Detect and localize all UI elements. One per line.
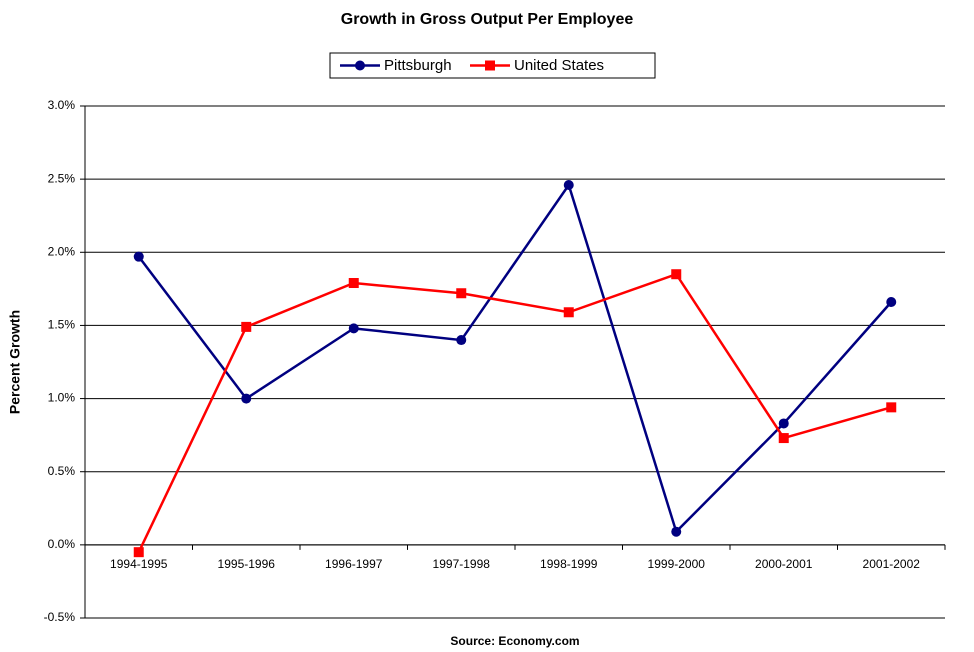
x-tick-label: 2000-2001 [755,557,813,571]
source: Source: Economy.com [450,634,579,648]
data-point [348,323,359,334]
y-tick-label: 0.0% [48,537,76,551]
data-point [778,418,789,429]
data-point [671,269,682,280]
legend-marker [485,60,495,71]
y-tick-label: 2.0% [48,244,76,258]
y-tick-label: -0.5% [44,610,76,624]
data-point [886,297,897,308]
y-tick-label: 2.5% [48,171,76,185]
y-tick-label: 0.5% [48,464,76,478]
legend-marker [355,60,365,71]
legend-label: United States [514,57,604,74]
data-point [241,393,252,404]
x-tick-label: 1995-1996 [218,557,276,571]
data-point [886,402,897,413]
series-line [137,182,893,535]
series-line [137,272,892,553]
x-tick-label: 1996-1997 [325,557,383,571]
x-tick-label: 2001-2002 [863,557,921,571]
legend-label: Pittsburgh [384,57,452,74]
data-point [456,288,467,299]
chart-title: Growth in Gross Output Per Employee [341,11,634,28]
data-point [133,251,144,262]
data-point [456,335,467,346]
y-axis-title: Percent Growth [7,310,23,414]
x-tick-label: 1997-1998 [433,557,491,571]
data-point [563,179,574,190]
data-point [348,278,359,289]
x-tick-label: 1998-1999 [540,557,598,571]
data-point [563,307,574,318]
data-point [241,321,252,332]
data-point [133,547,144,558]
x-tick-label: 1994-1995 [110,557,168,571]
data-point [778,433,789,444]
y-tick-label: 1.0% [48,391,76,405]
y-tick-label: 1.5% [48,318,76,332]
x-tick-label: 1999-2000 [648,557,706,571]
data-point [671,526,682,537]
y-tick-label: 3.0% [48,98,76,112]
